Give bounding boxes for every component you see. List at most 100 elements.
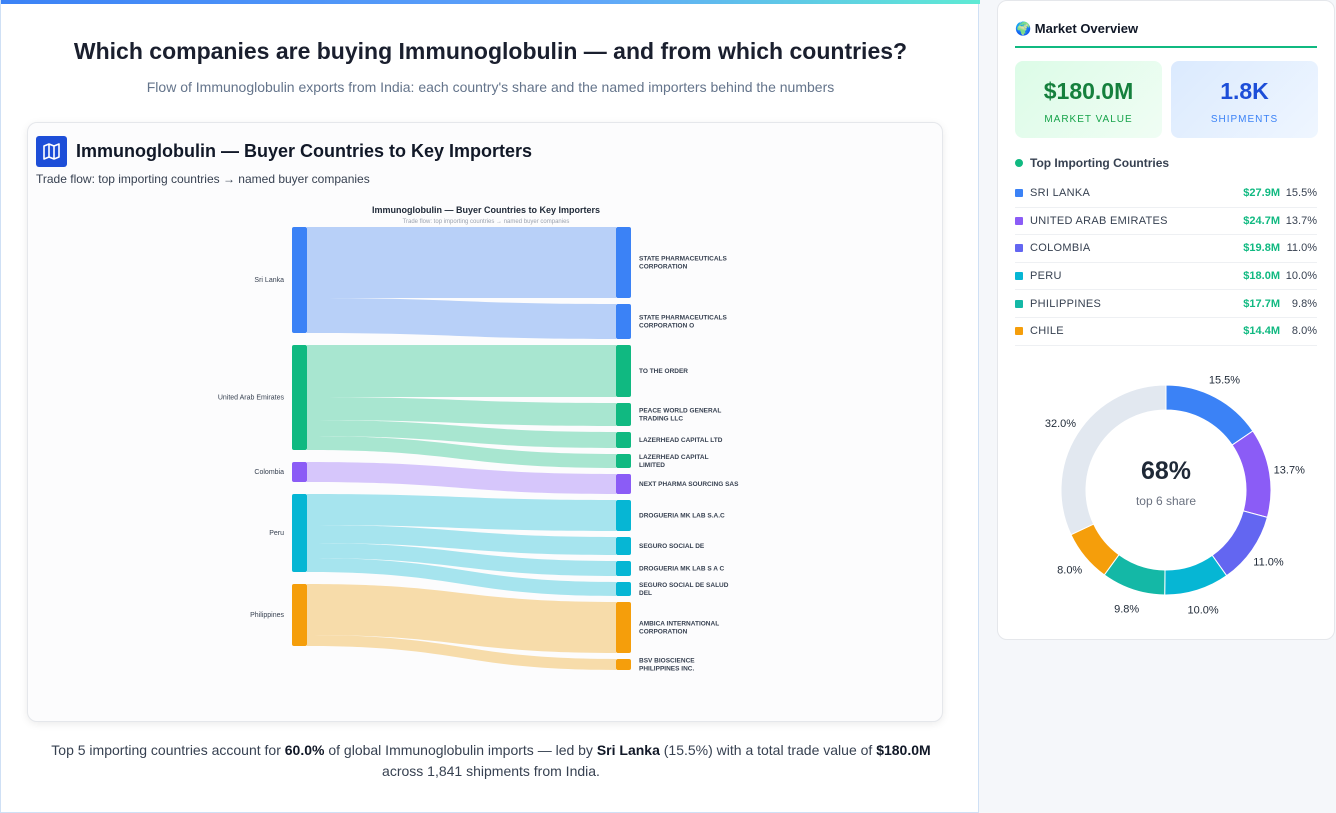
country-row: COLOMBIA $19.8M 11.0%	[1015, 235, 1317, 263]
sankey-subtitle: Trade flow: top importing countries → na…	[403, 219, 570, 225]
country-pct: 8.0%	[1291, 325, 1317, 338]
donut-segment-label: 10.0%	[1188, 604, 1219, 616]
country-row: CHILE $14.4M 8.0%	[1015, 318, 1317, 346]
divider	[1015, 46, 1317, 48]
country-value: $18.0M	[1243, 270, 1280, 283]
country-name: PERU	[1030, 270, 1062, 283]
country-pct: 15.5%	[1285, 187, 1317, 200]
accent-bar	[1, 0, 980, 4]
sankey-target-node[interactable]	[616, 500, 631, 531]
chart-card-title: Immunoglobulin — Buyer Countries to Key …	[76, 141, 533, 161]
sankey-link[interactable]	[307, 397, 616, 426]
country-row: PERU $18.0M 10.0%	[1015, 263, 1317, 291]
country-name: CHILE	[1030, 325, 1064, 338]
sankey-target-label: SEGURO SOCIAL DE SALUD DEL	[639, 582, 729, 597]
donut-center-label: top 6 share	[1136, 494, 1196, 508]
sankey-source-node[interactable]	[292, 462, 307, 482]
sankey-source-node[interactable]	[292, 345, 307, 450]
country-pct: 9.8%	[1291, 297, 1317, 310]
sankey-chart: Immunoglobulin — Buyer Countries to Key …	[218, 205, 739, 673]
market-overview-panel: 🌍 Market Overview $180.0M MARKET VALUE 1.…	[997, 0, 1335, 640]
sankey-target-node[interactable]	[616, 602, 631, 653]
sankey-target-label: LAZERHEAD CAPITAL LTD	[639, 437, 723, 444]
page-title: Which companies are buying Immunoglobuli…	[73, 38, 908, 64]
shipments-value: 1.8K	[1220, 78, 1269, 104]
country-value: $19.8M	[1243, 242, 1280, 255]
sankey-target-label: TO THE ORDER	[639, 368, 688, 375]
donut-segment-label: 11.0%	[1253, 557, 1284, 569]
country-pct: 11.0%	[1286, 242, 1317, 255]
sankey-link[interactable]	[307, 298, 616, 339]
market-value: $180.0M	[1043, 78, 1134, 104]
page-subtitle: Flow of Immunoglobulin exports from Indi…	[146, 79, 835, 95]
country-row: SRI LANKA $27.9M 15.5%	[1015, 180, 1317, 208]
sankey-target-node[interactable]	[616, 345, 631, 397]
sankey-target-node[interactable]	[616, 454, 631, 468]
sankey-target-label: STATE PHARMACEUTICALS CORPORATION O	[639, 315, 728, 330]
summary-text: Top 5 importing countries account for 60…	[51, 742, 931, 779]
sankey-source-node[interactable]	[292, 494, 307, 572]
market-value-label: MARKET VALUE	[1044, 114, 1133, 125]
donut-segment-label: 8.0%	[1057, 565, 1082, 577]
donut-segment[interactable]	[1165, 384, 1254, 446]
share-donut-chart: 15.5% 13.7% 11.0% 10.0% 9.8% 8.0% 32.0% 68% to…	[1045, 375, 1305, 617]
sankey-link[interactable]	[307, 558, 616, 596]
sankey-target-node[interactable]	[616, 474, 631, 494]
donut-segment-label: 32.0%	[1045, 418, 1076, 430]
donut-segment[interactable]	[1060, 384, 1167, 536]
map-icon	[36, 136, 67, 167]
country-row: UNITED ARAB EMIRATES $24.7M 13.7%	[1015, 208, 1317, 236]
country-name: COLOMBIA	[1030, 242, 1091, 255]
color-swatch	[1015, 244, 1023, 253]
color-swatch	[1015, 189, 1023, 198]
sankey-link[interactable]	[307, 227, 616, 298]
sankey-link[interactable]	[307, 420, 616, 448]
sankey-target-node[interactable]	[616, 403, 631, 426]
donut-segment[interactable]	[1231, 430, 1272, 519]
chart-card-subtitle: Trade flow: top importing countries → na…	[36, 172, 370, 186]
color-swatch	[1015, 327, 1023, 336]
country-value: $24.7M	[1243, 214, 1280, 227]
sankey-source-label: Sri Lanka	[254, 277, 284, 284]
dot-icon	[1015, 159, 1023, 167]
sankey-target-node[interactable]	[616, 227, 631, 298]
sankey-target-label: LAZERHEAD CAPITAL LIMITED	[639, 454, 709, 469]
country-pct: 10.0%	[1285, 270, 1317, 283]
sankey-link[interactable]	[307, 345, 616, 397]
sankey-link[interactable]	[307, 494, 616, 531]
sankey-source-node[interactable]	[292, 227, 307, 333]
chart-card: Immunoglobulin — Buyer Countries to Key …	[27, 122, 943, 722]
market-value-card: $180.0M MARKET VALUE	[1015, 61, 1162, 138]
color-swatch	[1015, 299, 1023, 308]
sankey-target-node[interactable]	[616, 561, 631, 576]
donut-segment-label: 13.7%	[1274, 464, 1305, 476]
sankey-link[interactable]	[307, 436, 616, 468]
sankey-source-node[interactable]	[292, 584, 307, 646]
country-value: $14.4M	[1243, 325, 1280, 338]
sankey-link[interactable]	[307, 584, 616, 653]
country-name: PHILIPPINES	[1030, 297, 1102, 310]
sankey-target-node[interactable]	[616, 432, 631, 448]
sankey-target-node[interactable]	[616, 582, 631, 596]
sankey-target-node[interactable]	[616, 304, 631, 339]
sankey-link[interactable]	[307, 543, 616, 576]
donut-segment-label: 15.5%	[1209, 375, 1240, 387]
country-value: $17.7M	[1243, 297, 1280, 310]
main-panel: Which companies are buying Immunoglobuli…	[0, 0, 980, 813]
sankey-source-label: United Arab Emirates	[218, 395, 285, 402]
donut-center-value: 68%	[1141, 457, 1191, 485]
sankey-title: Immunoglobulin — Buyer Countries to Key …	[372, 205, 600, 215]
sankey-source-label: Colombia	[254, 469, 284, 476]
color-swatch	[1015, 216, 1023, 225]
donut-segment-label: 9.8%	[1114, 604, 1139, 616]
sankey-target-label: NEXT PHARMA SOURCING SAS	[639, 481, 739, 488]
country-row: PHILIPPINES $17.7M 9.8%	[1015, 290, 1317, 318]
country-list: SRI LANKA $27.9M 15.5% UNITED ARAB EMIRATES…	[1015, 180, 1317, 346]
sankey-link[interactable]	[307, 635, 616, 670]
sankey-target-node[interactable]	[616, 537, 631, 555]
sankey-target-label: SEGURO SOCIAL DE	[639, 543, 705, 550]
sankey-target-label: DROGUERIA MK LAB S.A.C	[639, 513, 725, 520]
sankey-target-node[interactable]	[616, 659, 631, 670]
sankey-link[interactable]	[307, 462, 616, 494]
sankey-link[interactable]	[307, 525, 616, 555]
